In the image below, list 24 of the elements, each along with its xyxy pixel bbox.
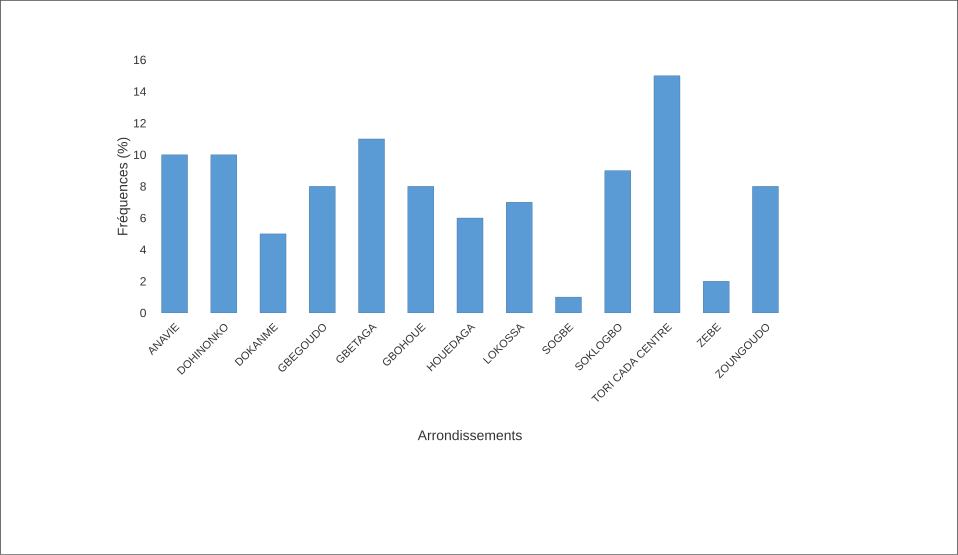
bar [654,76,680,313]
y-tick-label: 6 [140,214,146,222]
bar [309,186,336,313]
y-tick-label: 14 [134,87,146,96]
y-tick-label: 8 [140,182,146,191]
y-tick-label: 2 [140,277,146,286]
bar [703,281,730,313]
bar [555,296,582,313]
bar [506,202,532,313]
y-tick-label: 4 [140,246,146,254]
bar [210,154,238,313]
bar [456,218,484,313]
x-axis-title: Arrondissements [418,430,522,440]
y-tick-label: 12 [134,119,146,128]
bar [260,234,286,313]
bar [408,186,434,313]
y-tick-label: 0 [140,308,146,318]
y-tick-label: 10 [134,150,146,160]
bar [604,170,631,313]
y-tick-label: 16 [134,56,146,64]
y-axis-title: Fréquences (%) [117,138,130,235]
bar [752,186,779,313]
bar [358,138,385,313]
bar [161,154,188,313]
